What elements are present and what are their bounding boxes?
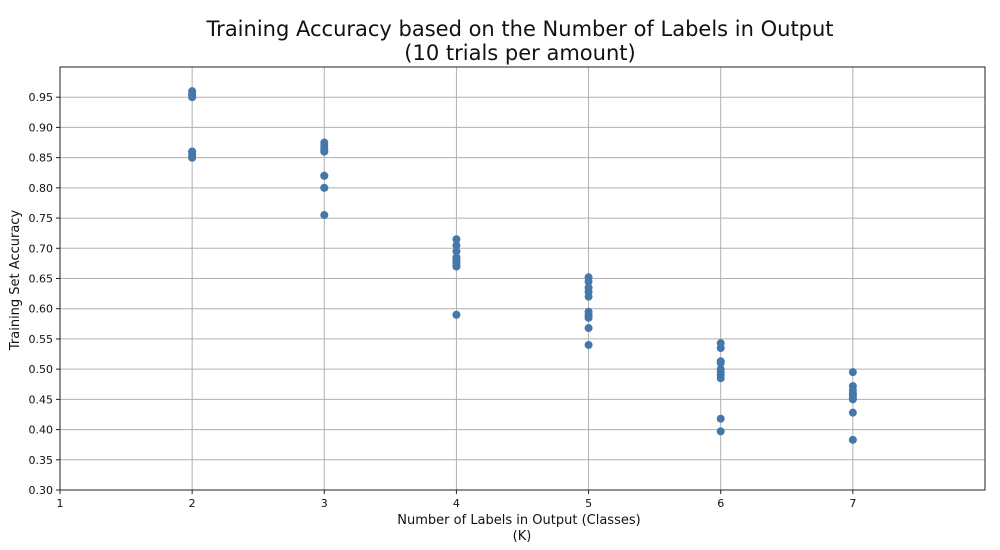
- x-tick-label: 5: [585, 497, 592, 510]
- y-tick-label: 0.90: [29, 121, 54, 134]
- data-point: [716, 343, 725, 352]
- data-point: [320, 211, 329, 220]
- data-point: [320, 147, 329, 156]
- y-tick-label: 0.55: [29, 333, 54, 346]
- y-tick-label: 0.50: [29, 363, 54, 376]
- y-tick-label: 0.30: [29, 484, 54, 497]
- data-point: [584, 277, 593, 286]
- y-axis-label: Training Set Accuracy: [8, 210, 23, 352]
- chart-title: Training Accuracy based on the Number of…: [206, 17, 834, 41]
- data-point: [848, 435, 857, 444]
- y-tick-label: 0.80: [29, 182, 54, 195]
- data-point: [452, 262, 461, 271]
- x-axis-label: Number of Labels in Output (Classes): [397, 513, 640, 528]
- data-point: [452, 241, 461, 250]
- y-tick-label: 0.45: [29, 393, 54, 406]
- y-tick-label: 0.85: [29, 152, 54, 165]
- data-point: [848, 368, 857, 377]
- x-tick-label: 2: [189, 497, 196, 510]
- y-tick-label: 0.35: [29, 454, 54, 467]
- data-point: [584, 313, 593, 322]
- x-tick-label: 7: [849, 497, 856, 510]
- data-point: [452, 247, 461, 256]
- x-axis-label-unit: (K): [513, 529, 532, 544]
- data-point: [452, 256, 461, 265]
- data-point: [188, 147, 197, 156]
- y-tick-label: 0.75: [29, 212, 54, 225]
- data-point: [584, 340, 593, 349]
- x-tick-label: 4: [453, 497, 460, 510]
- x-tick-label: 6: [717, 497, 724, 510]
- axis-ticks: 1 2 3 4 5 6 7 0.30 0.35 0.40 0.45 0.50 0.55 0.60 0.65 0…: [29, 91, 857, 510]
- y-tick-label: 0.95: [29, 91, 54, 104]
- data-point: [716, 359, 725, 368]
- y-tick-label: 0.70: [29, 242, 54, 255]
- chart-subtitle: (10 trials per amount): [404, 41, 636, 65]
- data-points: [188, 87, 857, 444]
- data-point: [848, 408, 857, 417]
- data-point: [452, 310, 461, 319]
- data-point: [716, 427, 725, 436]
- data-point: [320, 171, 329, 180]
- data-point: [716, 414, 725, 423]
- y-tick-label: 0.40: [29, 424, 54, 437]
- y-tick-label: 0.60: [29, 303, 54, 316]
- data-point: [188, 153, 197, 162]
- data-point: [584, 324, 593, 333]
- data-point: [584, 292, 593, 301]
- grid-layer: [60, 67, 985, 490]
- data-point: [716, 374, 725, 383]
- y-tick-label: 0.65: [29, 273, 54, 286]
- x-tick-label: 1: [57, 497, 64, 510]
- data-point: [848, 395, 857, 404]
- data-point: [452, 235, 461, 244]
- data-point: [188, 90, 197, 99]
- data-point: [320, 183, 329, 192]
- x-tick-label: 3: [321, 497, 328, 510]
